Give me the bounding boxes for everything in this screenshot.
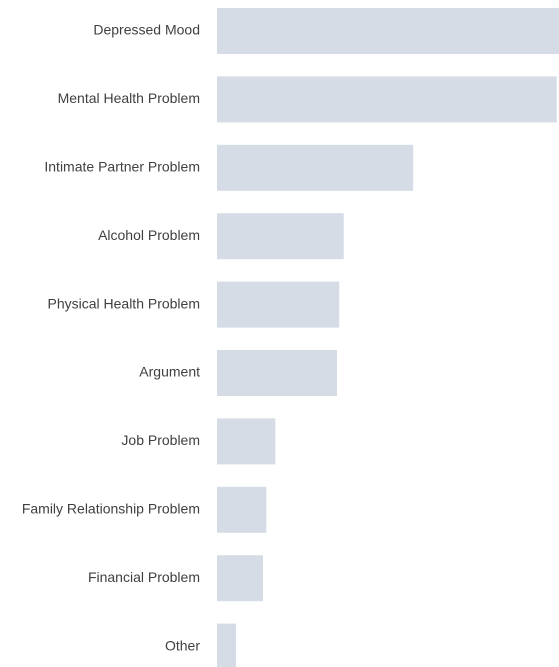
bar bbox=[217, 623, 237, 667]
bar bbox=[217, 486, 267, 533]
bar bbox=[217, 76, 557, 123]
y-tick-label: Argument bbox=[139, 364, 200, 380]
y-tick-label: Mental Health Problem bbox=[58, 90, 200, 106]
y-tick-label: Family Relationship Problem bbox=[22, 501, 200, 517]
bar bbox=[217, 213, 344, 260]
y-tick-label: Job Problem bbox=[121, 432, 200, 448]
bar bbox=[217, 555, 263, 602]
y-tick-label: Other bbox=[165, 637, 200, 653]
y-tick-label: Alcohol Problem bbox=[98, 227, 200, 243]
y-tick-label: Depressed Mood bbox=[93, 22, 200, 38]
y-tick-label: Financial Problem bbox=[88, 569, 200, 585]
bar bbox=[217, 8, 559, 54]
bar bbox=[217, 281, 340, 328]
y-tick-label: Physical Health Problem bbox=[47, 295, 200, 311]
bar bbox=[217, 144, 414, 191]
bar bbox=[217, 418, 276, 465]
y-tick-label: Intimate Partner Problem bbox=[44, 159, 200, 175]
bar bbox=[217, 350, 337, 396]
